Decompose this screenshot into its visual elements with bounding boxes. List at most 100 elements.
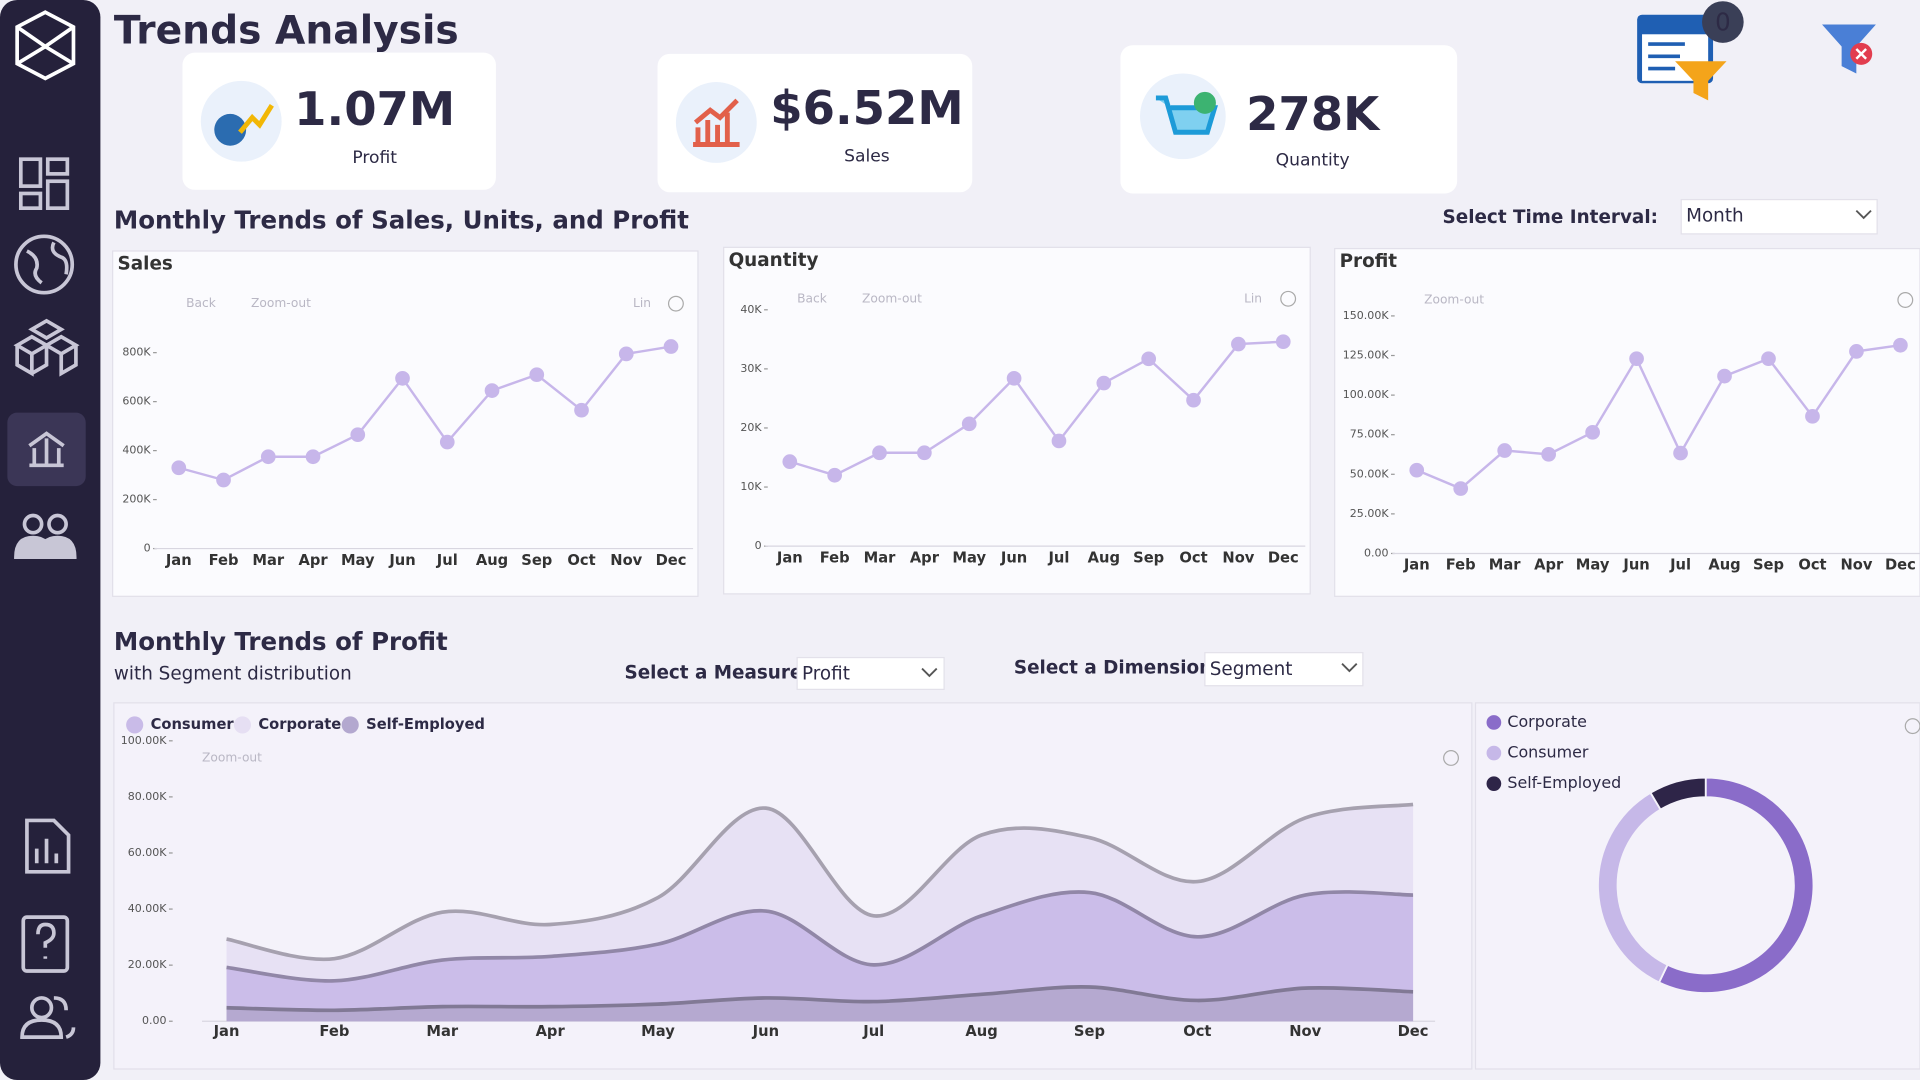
dimension-dropdown[interactable] xyxy=(1204,652,1364,687)
point xyxy=(1409,462,1425,478)
toolbar-button[interactable]: Lin xyxy=(633,296,651,310)
help-icon[interactable] xyxy=(1897,292,1914,308)
x-tick-label: Sep xyxy=(1753,557,1784,574)
kpi-value: 278K xyxy=(1246,87,1381,141)
x-tick-label: Aug xyxy=(1088,549,1120,566)
point xyxy=(1006,370,1022,386)
chart-panel xyxy=(1474,702,1920,1070)
point xyxy=(1893,337,1908,353)
notification-count: 0 xyxy=(1715,7,1731,36)
help-icon[interactable] xyxy=(1443,750,1459,766)
point xyxy=(1453,481,1469,496)
nav-help[interactable] xyxy=(21,915,70,973)
nav-trends[interactable] xyxy=(28,431,65,468)
y-tick-label: 400K xyxy=(122,444,151,457)
legend-label: Corporate xyxy=(1507,712,1587,731)
measure-dropdown[interactable] xyxy=(796,656,945,690)
nav-report[interactable] xyxy=(25,818,71,874)
x-tick-label: Jul xyxy=(1047,549,1069,566)
nav-products[interactable] xyxy=(13,318,80,377)
x-tick-label: Jan xyxy=(1403,557,1430,574)
point xyxy=(171,460,187,476)
filters-button[interactable] xyxy=(1637,1,1744,101)
time-interval-dropdown[interactable] xyxy=(1680,198,1878,235)
x-tick-label: Jul xyxy=(1669,557,1691,574)
x-tick-label: Oct xyxy=(567,552,595,569)
dropdown-chevron xyxy=(921,667,938,678)
point xyxy=(529,367,545,383)
kpi-value: 1.07M xyxy=(294,82,455,136)
x-tick-label: Dec xyxy=(1398,1023,1429,1040)
y-tick-label: 0.00 xyxy=(142,1014,167,1027)
help-icon[interactable] xyxy=(667,295,684,312)
nav-map[interactable] xyxy=(14,234,75,295)
x-tick-label: Jun xyxy=(1622,557,1649,574)
control-label: Select a Dimension: xyxy=(1014,658,1220,679)
kpi-value: $6.52M xyxy=(770,81,963,135)
legend-label: Self-Employed xyxy=(1507,773,1621,792)
x-tick-label: Dec xyxy=(1268,549,1299,566)
toolbar-button[interactable]: Zoom-out xyxy=(1424,293,1484,307)
y-tick-label: 200K xyxy=(122,493,151,506)
y-tick-label: 40.00K xyxy=(128,902,168,915)
point xyxy=(1805,408,1820,424)
chart-panel xyxy=(112,250,699,597)
x-tick-label: Mar xyxy=(252,552,285,569)
nav-customers[interactable] xyxy=(14,513,77,559)
point xyxy=(1673,445,1688,461)
point xyxy=(1186,392,1201,408)
chart-panel xyxy=(723,246,1311,595)
point xyxy=(1096,375,1112,391)
x-tick-label: Feb xyxy=(820,549,850,566)
x-tick-label: May xyxy=(641,1023,675,1040)
chart-title: Profit xyxy=(1340,251,1398,272)
x-tick-label: Jul xyxy=(862,1023,884,1040)
x-tick-label: May xyxy=(952,549,986,566)
x-tick-label: Jun xyxy=(752,1023,779,1040)
x-tick-label: Dec xyxy=(1885,557,1916,574)
y-tick-label: 40K xyxy=(740,303,762,316)
nav-users[interactable] xyxy=(20,996,76,1039)
x-tick-label: Nov xyxy=(1222,549,1254,566)
point xyxy=(1497,443,1513,458)
kpi-icon xyxy=(238,104,274,134)
x-tick-label: Apr xyxy=(536,1023,566,1040)
x-tick-label: Apr xyxy=(1534,557,1564,574)
nav-dashboard[interactable] xyxy=(18,157,70,210)
toolbar-button[interactable]: Zoom-out xyxy=(202,750,262,764)
dropdown-chevron xyxy=(1341,663,1358,673)
chart-panel xyxy=(1334,247,1920,597)
y-tick-label: 0 xyxy=(144,542,151,555)
toolbar-button[interactable]: Zoom-out xyxy=(862,291,922,305)
point xyxy=(1275,334,1291,350)
point xyxy=(782,454,798,469)
x-tick-label: Nov xyxy=(1289,1023,1321,1040)
legend-marker xyxy=(341,716,359,734)
chart-title: Quantity xyxy=(729,250,819,271)
toolbar-button[interactable]: Lin xyxy=(1244,291,1262,305)
kpi-label: Profit xyxy=(352,148,397,168)
dropdown-value: Month xyxy=(1686,206,1744,227)
point xyxy=(917,445,932,461)
help-icon[interactable] xyxy=(1280,290,1297,307)
help-icon[interactable] xyxy=(1904,718,1920,735)
toolbar-button[interactable]: Zoom-out xyxy=(251,296,311,310)
point xyxy=(1717,368,1732,384)
x-tick-label: Dec xyxy=(656,552,687,569)
x-tick-label: Jun xyxy=(1000,549,1027,566)
x-tick-label: Aug xyxy=(965,1023,997,1040)
point xyxy=(439,434,455,450)
clear-filters-button[interactable] xyxy=(1822,24,1876,74)
y-tick-label: 20K xyxy=(740,421,762,434)
toolbar-button[interactable]: Back xyxy=(797,291,828,305)
x-tick-label: Oct xyxy=(1798,557,1826,574)
y-tick-label: 75.00K xyxy=(1350,428,1390,441)
legend-marker xyxy=(1486,715,1502,730)
x-tick-label: Oct xyxy=(1183,1023,1211,1040)
kpi-label: Sales xyxy=(844,147,890,167)
slice xyxy=(1649,776,1707,811)
toolbar-button[interactable]: Back xyxy=(186,296,217,310)
point xyxy=(484,383,500,398)
